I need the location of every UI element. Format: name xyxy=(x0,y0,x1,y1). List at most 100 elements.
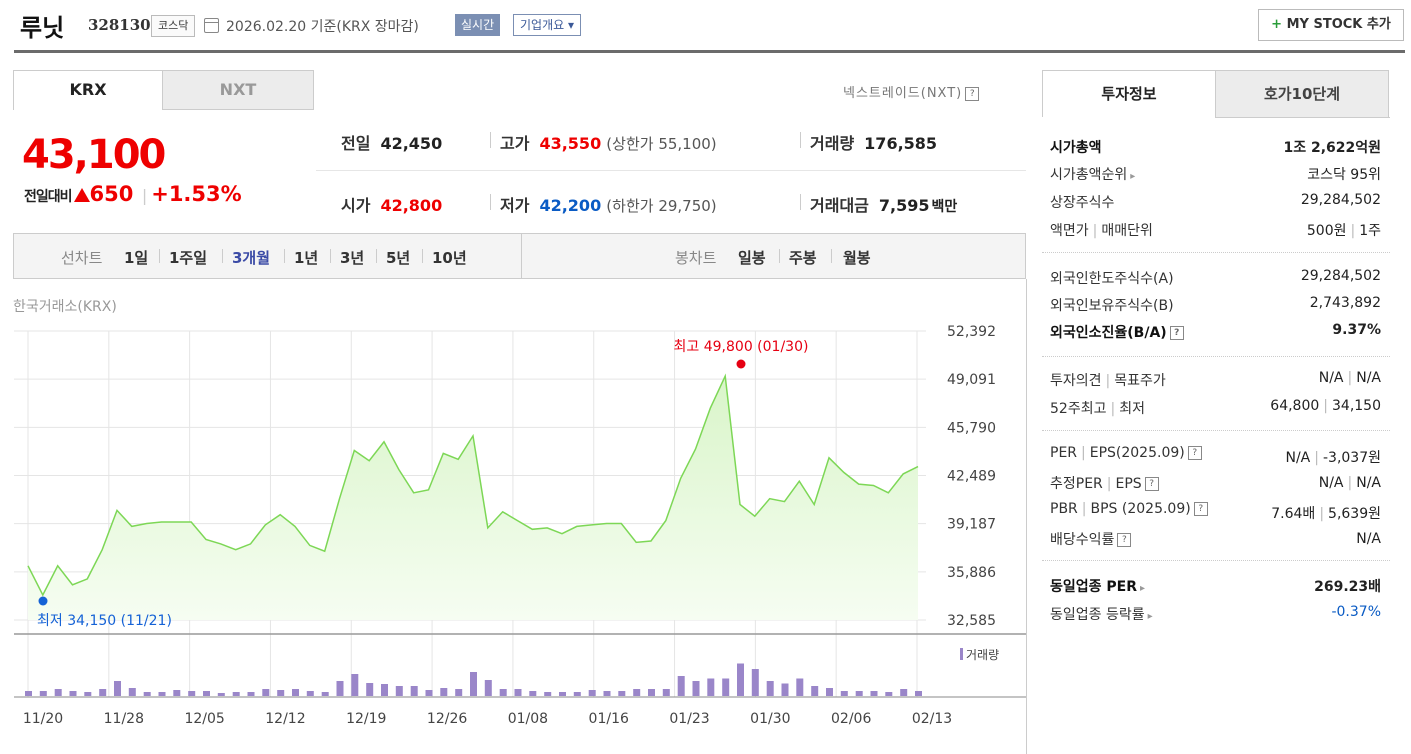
info-label-part: PER xyxy=(1050,445,1078,461)
info-value: 7.64배 | 5,639원 xyxy=(1271,503,1381,523)
period-1w[interactable]: 1주일 xyxy=(169,249,208,267)
divider xyxy=(779,249,780,263)
info-label-part: 매매단위 xyxy=(1101,223,1153,239)
volume-bar xyxy=(440,688,448,696)
volume-bar xyxy=(692,681,700,696)
company-name: 루닛 xyxy=(20,14,65,42)
nextrade-label: 넥스트레이드(NXT) xyxy=(843,86,963,101)
divider: | xyxy=(1319,506,1325,522)
info-value-part: N/A xyxy=(1318,475,1344,491)
volume-bar xyxy=(84,692,92,696)
volume-bar xyxy=(128,688,136,696)
header-divider xyxy=(14,50,1405,53)
low-annotation: 최저 34,150 (11/21) xyxy=(37,613,172,629)
volume-bar xyxy=(751,669,759,696)
info-label-part: 52주최고 xyxy=(1050,401,1107,417)
volume-bar xyxy=(811,686,819,696)
x-tick-label: 12/26 xyxy=(427,711,467,727)
change-percent: +1.53% xyxy=(151,182,242,206)
volume-legend-label: 거래량 xyxy=(966,648,999,662)
info-label: 52주최고 | 최저 xyxy=(1050,398,1145,418)
change-value: 650 xyxy=(89,182,134,206)
volume-bar xyxy=(662,689,670,696)
x-tick-label: 12/12 xyxy=(265,711,305,727)
period-5y[interactable]: 5년 xyxy=(386,249,411,267)
info-label-part: 추정PER xyxy=(1050,476,1103,492)
volume-bar xyxy=(351,674,359,696)
stat-value: 42,200 xyxy=(539,196,602,215)
info-label-part: 액면가 xyxy=(1050,223,1089,239)
nextrade-link[interactable]: 넥스트레이드(NXT)? xyxy=(843,82,980,101)
tab-krx[interactable]: KRX xyxy=(13,70,163,110)
x-tick-label: 11/28 xyxy=(104,711,144,727)
y-tick-label: 45,790 xyxy=(947,420,996,436)
x-tick-label: 11/20 xyxy=(23,711,63,727)
calendar-icon xyxy=(204,18,219,33)
high-marker xyxy=(736,359,746,369)
info-label: 동일업종 PER xyxy=(1050,579,1137,595)
info-label: PER | EPS(2025.09)? xyxy=(1050,445,1202,461)
volume-bar xyxy=(633,689,641,696)
stat-label: 거래량 xyxy=(810,134,855,153)
volume-bar xyxy=(499,689,507,696)
help-icon[interactable]: ? xyxy=(1187,446,1202,460)
x-tick-label: 12/05 xyxy=(184,711,224,727)
period-3m[interactable]: 3개월 xyxy=(232,249,271,267)
volume-bar xyxy=(885,692,893,696)
add-my-stock-label: MY STOCK 추가 xyxy=(1286,17,1391,32)
help-icon[interactable]: ? xyxy=(1117,533,1132,547)
divider: | xyxy=(1105,373,1111,389)
info-label-link[interactable]: 시가총액순위 ▸ xyxy=(1050,164,1135,184)
realtime-button[interactable]: 실시간 xyxy=(455,14,501,36)
stat-value: 43,550 xyxy=(539,134,602,153)
divider xyxy=(1042,356,1390,357)
stat-amount: 거래대금 7,595 백만 xyxy=(810,192,957,216)
volume-bar xyxy=(648,689,655,696)
volume-bar xyxy=(514,689,522,696)
info-value: 269.23배 xyxy=(1314,579,1381,595)
period-3y[interactable]: 3년 xyxy=(340,249,365,267)
divider xyxy=(831,249,832,263)
volume-bar xyxy=(722,678,730,696)
divider xyxy=(1042,560,1390,561)
add-my-stock-button[interactable]: + MY STOCK 추가 xyxy=(1258,9,1404,41)
tab-orderbook[interactable]: 호가10단계 xyxy=(1215,70,1389,118)
info-label: PBR | BPS (2025.09)? xyxy=(1050,501,1208,517)
x-tick-label: 01/08 xyxy=(508,711,548,727)
info-value-part: -3,037원 xyxy=(1322,450,1381,466)
info-value: N/A | N/A xyxy=(1319,475,1381,491)
period-1d[interactable]: 1일 xyxy=(124,249,149,267)
candle-daily[interactable]: 일봉 xyxy=(738,249,766,267)
info-label-link[interactable]: 동일업종 PER ▸ xyxy=(1050,576,1145,596)
volume-bar xyxy=(306,691,314,696)
period-1y[interactable]: 1년 xyxy=(294,249,319,267)
volume-bar xyxy=(425,690,433,696)
help-icon[interactable]: ? xyxy=(965,86,980,101)
info-label-link[interactable]: 동일업종 등락률 ▸ xyxy=(1050,604,1153,624)
candle-weekly[interactable]: 주봉 xyxy=(789,249,817,267)
divider xyxy=(1042,430,1390,431)
tab-nxt[interactable]: NXT xyxy=(162,70,314,110)
volume-bar xyxy=(292,689,299,696)
stat-prev-close: 전일 42,450 xyxy=(341,130,442,154)
tab-investment-info[interactable]: 투자정보 xyxy=(1042,70,1216,118)
divider xyxy=(316,170,1026,171)
help-icon[interactable]: ? xyxy=(1144,477,1159,491)
candle-monthly[interactable]: 월봉 xyxy=(843,249,871,267)
help-icon[interactable]: ? xyxy=(1193,502,1208,516)
volume-bar xyxy=(529,691,537,696)
amount-unit: 백만 xyxy=(931,199,958,215)
period-10y[interactable]: 10년 xyxy=(432,249,467,267)
company-overview-dropdown[interactable]: 기업개요 ▾ xyxy=(513,14,581,36)
help-icon[interactable]: ? xyxy=(1169,326,1184,340)
price-chart[interactable]: 52,392 49,091 45,790 42,489 39,187 35,886 32,5… xyxy=(0,300,1030,754)
divider: | xyxy=(1081,445,1086,461)
info-label: 시가총액순위 xyxy=(1050,167,1128,183)
stat-value: 42,450 xyxy=(380,134,443,153)
volume-bar xyxy=(470,672,477,696)
divider xyxy=(490,194,491,210)
volume-bar xyxy=(203,691,210,696)
stat-label: 시가 xyxy=(341,196,371,215)
divider xyxy=(422,249,423,263)
divider xyxy=(1042,117,1216,118)
